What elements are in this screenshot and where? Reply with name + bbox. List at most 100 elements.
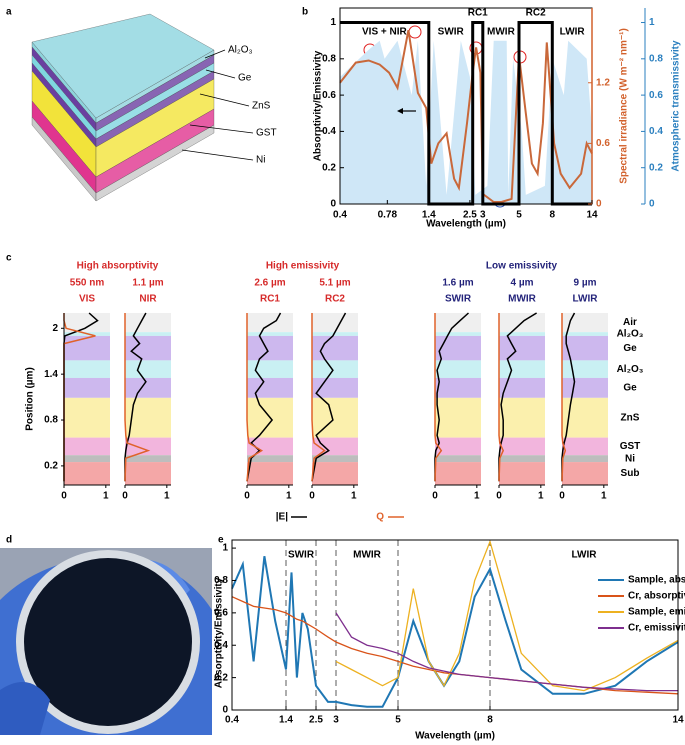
layer-band: [64, 437, 110, 456]
band-label: SWIR: [445, 294, 472, 305]
x-tick-label: 0: [496, 491, 502, 502]
x-tick-label: 8: [550, 210, 556, 221]
y3-tick-label: 0.6: [649, 90, 663, 101]
stack-layer-right: [95, 124, 215, 202]
layer-band: [125, 360, 171, 378]
wavelength-label: 2.6 µm: [254, 278, 285, 289]
y-tick-label: 0.4: [214, 640, 228, 651]
x-tick-label: 2.5: [309, 715, 323, 726]
layer-band: [562, 462, 608, 485]
x-tick-label: 1: [286, 491, 292, 502]
layer-band: [64, 462, 110, 485]
spectrum-line: [231, 556, 679, 708]
layer-band: [64, 455, 110, 463]
x-tick-label: 0.4: [225, 715, 239, 726]
y3-tick-label: 0.4: [649, 126, 663, 137]
x-tick-label: 0: [244, 491, 250, 502]
wavelength-label: 550 nm: [70, 278, 105, 289]
layer-band: [499, 455, 545, 463]
layer-band: [125, 313, 171, 333]
wafer: [24, 558, 192, 726]
layer-band: [64, 313, 110, 333]
y-tick-label: 0.2: [44, 461, 58, 472]
y2-tick-label: 0: [596, 199, 602, 210]
x-tick-label: 3: [480, 210, 486, 221]
arrow-head: [397, 108, 403, 114]
x-tick-label: 0.4: [333, 210, 347, 221]
legend-label: |E|: [276, 512, 288, 523]
layer-band: [312, 332, 358, 336]
x-axis-label: Wavelength (µm): [426, 219, 506, 230]
q-line: [246, 313, 264, 482]
leader-line: [205, 69, 236, 79]
layer-band: [435, 332, 481, 336]
panel-letter: e: [218, 535, 224, 546]
wavelength-label: 1.1 µm: [132, 278, 163, 289]
stack-top: [31, 13, 215, 119]
band-label: RC1: [260, 294, 280, 305]
y-tick-label: 0.6: [214, 607, 228, 618]
y-tick-label: 0: [222, 705, 228, 716]
y-axis-label: Position (µm): [25, 367, 36, 431]
layer-band: [247, 360, 293, 378]
layer-band: [499, 377, 545, 398]
y-tick-label: 0.6: [322, 90, 336, 101]
wavelength-label: 9 µm: [574, 278, 597, 289]
layer-label: Sub: [621, 468, 640, 479]
layer-band: [64, 397, 110, 438]
group-title: Low emissivity: [486, 261, 558, 272]
layer-band: [125, 437, 171, 456]
stack-label: ZnS: [252, 101, 271, 112]
layer-band: [312, 455, 358, 463]
band-label: RC2: [526, 8, 546, 19]
layer-band: [562, 335, 608, 361]
x-tick-label: 0.78: [378, 210, 398, 221]
y-tick-label: 0.2: [214, 672, 228, 683]
layer-band: [562, 332, 608, 336]
layer-band: [562, 313, 608, 333]
legend-label: Sample, absorptivity: [628, 575, 685, 586]
y2-tick-label: 0.6: [596, 138, 610, 149]
y-tick-label: 0.8: [214, 575, 228, 586]
y-tick-label: 0.2: [322, 162, 336, 173]
panel-letter: c: [6, 253, 12, 264]
y2-axis-label: Spectral irradiance (W m⁻² nm⁻¹): [619, 28, 630, 184]
layer-label: Al₂O₃: [617, 364, 644, 375]
y-tick-label: 1: [222, 543, 228, 554]
layer-band: [247, 377, 293, 398]
legend-label: Cr, absorptivity: [628, 591, 685, 602]
stack-label: Ni: [256, 155, 265, 166]
layer-label: ZnS: [621, 412, 640, 423]
y-tick-label: 1.4: [44, 369, 58, 380]
wafer-photo: [0, 548, 212, 735]
layer-band: [499, 335, 545, 361]
layer-band: [499, 462, 545, 485]
panel-letter: a: [6, 7, 12, 18]
layer-band: [562, 455, 608, 463]
x-tick-label: 1.4: [279, 715, 293, 726]
x-tick-label: 0: [309, 491, 315, 502]
wavelength-label: 1.6 µm: [442, 278, 473, 289]
layer-band: [247, 335, 293, 361]
layer-band: [435, 397, 481, 438]
legend-label: Sample, emissivity: [628, 607, 685, 618]
leader-line: [189, 124, 254, 134]
layer-band: [435, 335, 481, 361]
layer-band: [125, 335, 171, 361]
band-label: MWIR: [487, 27, 516, 38]
layer-label: GST: [620, 441, 641, 452]
layer-band: [64, 377, 110, 398]
e-field-line: [311, 312, 347, 482]
band-label: VIS + NIR: [362, 27, 408, 38]
band-label: VIS: [79, 294, 95, 305]
e-field-line: [124, 312, 147, 482]
absorptivity-line: [340, 21, 592, 206]
layer-band: [64, 360, 110, 378]
marker-circle: [408, 25, 422, 39]
group-title: High emissivity: [266, 261, 340, 272]
y3-tick-label: 0.8: [649, 53, 663, 64]
legend-label: Q: [376, 512, 384, 523]
layer-band: [247, 462, 293, 485]
x-tick-label: 1: [538, 491, 544, 502]
